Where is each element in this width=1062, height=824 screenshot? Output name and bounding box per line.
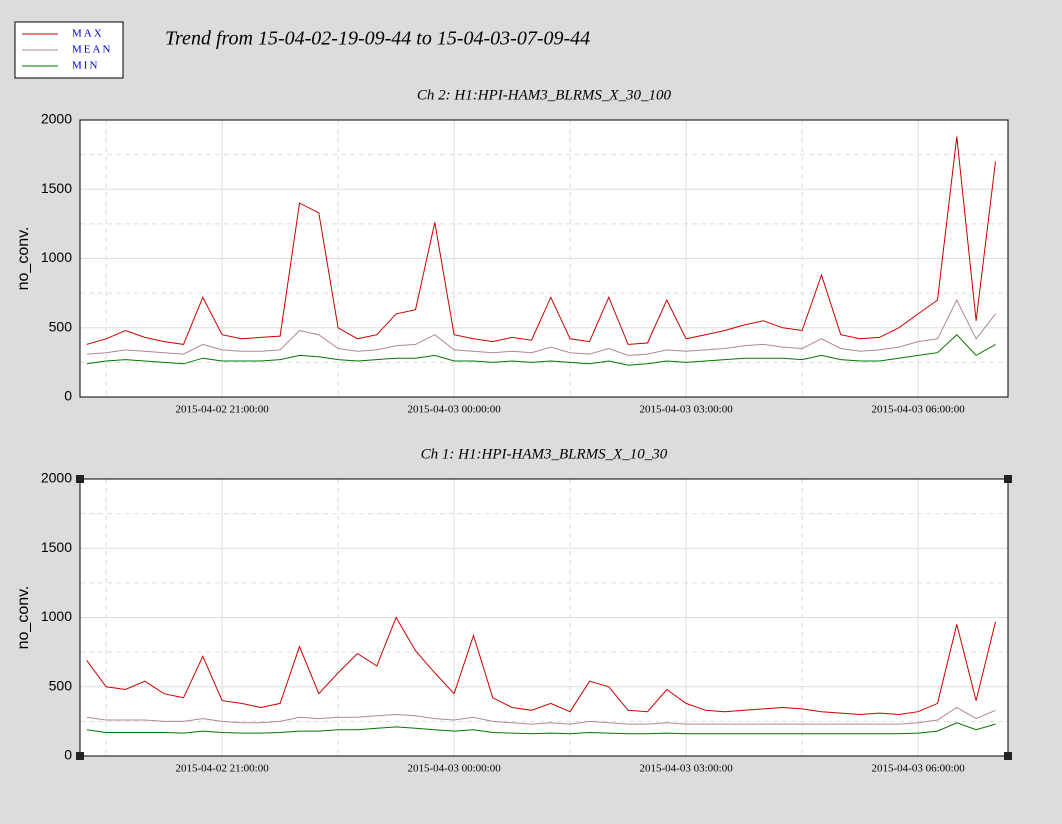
x-tick-label: 2015-04-03 03:00:00 [640,404,734,416]
y-tick-label: 1000 [41,608,72,624]
x-tick-label: 2015-04-02 21:00:00 [176,404,270,416]
selection-handle [1004,752,1012,760]
series-line [86,298,996,356]
x-tick-label: 2015-04-03 00:00:00 [408,404,502,416]
y-tick-label: 0 [64,388,72,404]
selection-handle [1004,475,1012,483]
legend-label: MEAN [72,44,112,56]
selection-handle [76,752,84,760]
x-tick-label: 2015-04-03 06:00:00 [872,404,966,416]
series-line [86,333,996,366]
y-tick-label: 0 [64,747,72,763]
page-title: Trend from 15-04-02-19-09-44 to 15-04-03… [165,28,590,50]
selection-handle [76,475,84,483]
y-tick-label: 2000 [41,111,72,127]
x-tick-label: 2015-04-02 21:00:00 [176,763,270,775]
y-tick-label: 500 [49,677,73,693]
y-tick-label: 1000 [41,249,72,265]
legend-label: MAX [72,28,104,40]
series-line [86,136,996,345]
plot-frame [79,119,1009,398]
x-tick-label: 2015-04-03 06:00:00 [872,763,966,775]
y-axis-label: no_conv. [15,586,32,650]
y-tick-label: 1500 [41,180,72,196]
y-axis-label: no_conv. [15,227,32,291]
y-tick-label: 500 [49,318,73,334]
plot-frame [79,478,1009,757]
series-line [86,706,996,725]
series-line [86,616,996,716]
chart-title: Ch 2: H1:HPI-HAM3_BLRMS_X_30_100 [417,87,672,103]
y-tick-label: 2000 [41,470,72,486]
x-tick-label: 2015-04-03 03:00:00 [640,763,734,775]
y-tick-label: 1500 [41,539,72,555]
chart-title: Ch 1: H1:HPI-HAM3_BLRMS_X_10_30 [421,446,668,462]
x-tick-label: 2015-04-03 00:00:00 [408,763,502,775]
series-line [86,722,996,735]
legend-label: MIN [72,60,99,72]
